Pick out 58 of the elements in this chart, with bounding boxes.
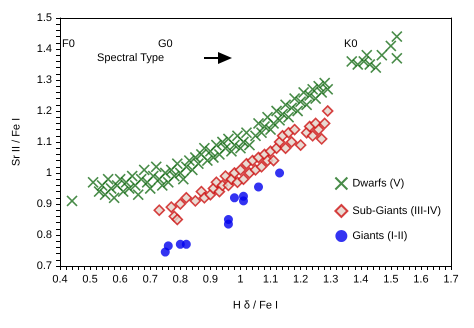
x-tick-label: 1.1	[262, 274, 278, 286]
point	[238, 192, 248, 201]
x-tick-label: 0.9	[202, 274, 218, 286]
x-tick-label: 1.5	[383, 274, 398, 286]
x-tick-label: 1.2	[292, 274, 308, 286]
point	[182, 240, 191, 249]
point	[306, 130, 318, 142]
point	[318, 118, 330, 130]
y-tick-label: 0.9	[36, 198, 52, 210]
point	[275, 168, 284, 178]
legend-label: Giants (I-II)	[352, 230, 408, 242]
point	[288, 124, 300, 136]
y-tick-label: 1.4	[36, 43, 52, 55]
x-tick-label: 0.5	[82, 274, 98, 286]
point	[234, 164, 246, 176]
point	[153, 204, 166, 216]
annotation: F0	[62, 38, 75, 50]
x-tick-label: 1.3	[323, 274, 338, 286]
legend-label: Sub-Giants (III-IV)	[352, 205, 442, 217]
x-axis-title: H δ / Fe I	[232, 300, 278, 312]
point	[322, 105, 334, 117]
legend-label: Dwarfs (V)	[352, 178, 404, 190]
y-tick-label: 0.7	[36, 260, 52, 272]
x-tick-label: 1.4	[353, 274, 368, 286]
point	[268, 154, 280, 166]
point	[174, 198, 186, 210]
point	[294, 139, 306, 151]
annotation: G0	[158, 38, 173, 50]
point	[224, 220, 233, 229]
point	[316, 133, 328, 145]
point	[180, 192, 192, 204]
y-tick-label: 1.5	[36, 12, 52, 24]
point	[164, 241, 173, 250]
y-tick-label: 1.3	[36, 74, 52, 86]
point	[312, 124, 324, 136]
x-tick-label: 1	[237, 274, 244, 286]
point	[172, 214, 184, 226]
x-tick-label: 0.7	[142, 274, 158, 286]
y-tick-label: 1	[46, 167, 52, 179]
x-tick-label: 0.4	[52, 274, 68, 286]
x-tick-label: 0.8	[172, 274, 188, 286]
x-tick-label: 1.6	[413, 274, 429, 286]
point	[165, 201, 178, 213]
point	[190, 195, 202, 207]
annotation: Spectral Type	[97, 52, 164, 64]
annotation: K0	[344, 38, 358, 50]
x-tick-label: 0.6	[112, 274, 128, 286]
point	[256, 161, 268, 173]
y-tick-label: 0.8	[36, 229, 52, 241]
x-tick-label: 1.7	[443, 274, 459, 286]
y-tick-label: 1.1	[36, 136, 52, 148]
point	[230, 193, 239, 202]
point	[254, 182, 264, 192]
y-axis-title: Sr II / Fe I	[10, 118, 22, 166]
point	[280, 142, 292, 154]
point	[238, 173, 250, 185]
y-tick-label: 1.2	[36, 105, 52, 117]
point	[286, 136, 298, 148]
